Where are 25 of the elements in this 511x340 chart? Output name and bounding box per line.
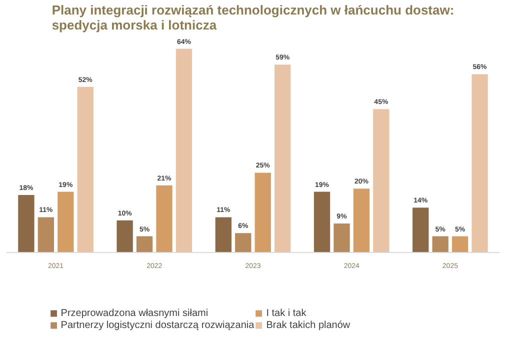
bar — [116, 220, 133, 252]
bar — [156, 185, 172, 252]
bar — [314, 192, 330, 252]
bar — [274, 64, 291, 252]
bar — [58, 192, 74, 252]
bar — [254, 172, 271, 252]
bar — [215, 217, 232, 252]
bar — [334, 224, 350, 252]
bar — [38, 217, 54, 252]
bar — [235, 233, 252, 252]
legend-label: I tak i tak — [266, 307, 308, 319]
bar — [176, 48, 192, 252]
legend-label: Przeprowadzona własnymi siłami — [60, 307, 210, 319]
bar — [373, 109, 390, 252]
bar — [136, 236, 153, 252]
bar — [353, 188, 370, 252]
bar — [77, 86, 94, 252]
bar — [472, 74, 488, 252]
legend-label: Brak takich planów — [266, 319, 352, 331]
bar — [18, 194, 34, 252]
bar — [452, 236, 468, 252]
legend-label: Partnerzy logistyczni dostarczą rozwiązania — [60, 319, 254, 331]
chart-title: Plany integracji rozwiązań technologicznych w łańcuchu dostaw: spedycja morska i lotnicza — [52, 2, 454, 32]
bar — [412, 208, 429, 252]
bar — [432, 236, 448, 252]
